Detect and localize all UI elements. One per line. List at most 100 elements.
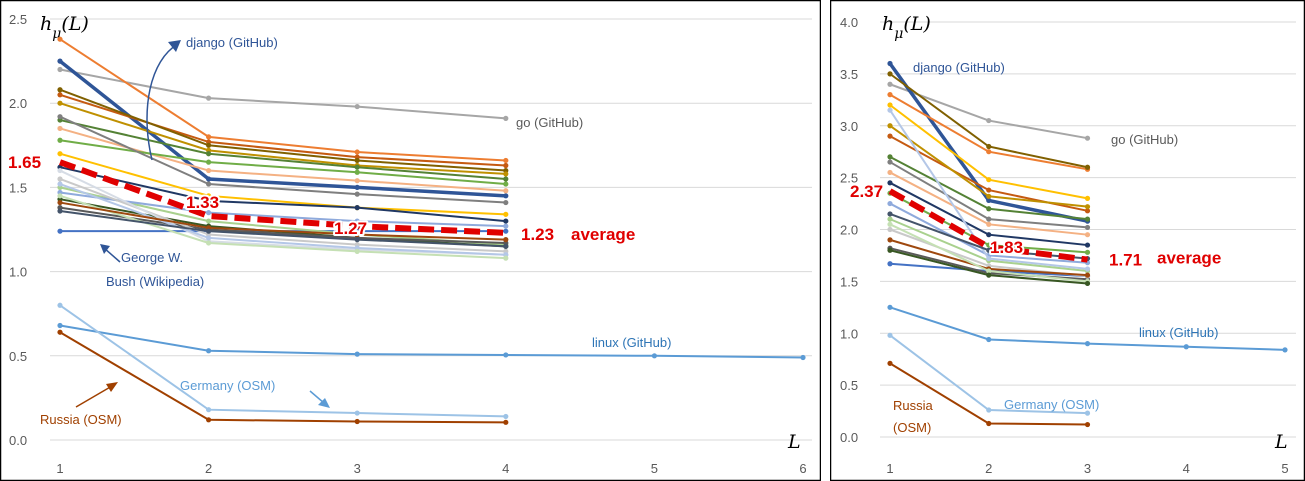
series-line: [59, 209, 506, 248]
y-tick-label: 2.5: [9, 12, 27, 27]
x-tick-label: 1: [886, 461, 893, 476]
series-point: [887, 60, 893, 67]
y-tick-label: 1.5: [9, 180, 27, 195]
series-point: [57, 199, 63, 206]
series-point: [57, 36, 63, 42]
right-chart: 0.0 0.5 1.0 1.5 2.0 2.5 3.0 3.5 4.0 1 2 3 4 5 hμ(L) L 2.…: [830, 0, 1305, 481]
series-line: [59, 183, 506, 256]
y-axis-title: hμ(L): [882, 13, 931, 42]
annotation-germany: Germany (OSM): [180, 378, 275, 393]
series-line: [59, 102, 506, 175]
series-point: [57, 58, 63, 64]
series-point: [354, 205, 360, 211]
series-point: [986, 407, 992, 413]
series-point: [57, 322, 63, 329]
series-point: [503, 218, 509, 224]
average-label-l1: 1.65: [8, 153, 41, 172]
series-point: [503, 199, 509, 206]
series-point: [887, 247, 893, 253]
annotation-linux: linux (GitHub): [592, 335, 671, 350]
x-tick-label: 4: [502, 461, 509, 476]
series-point: [57, 125, 63, 132]
series-point: [206, 159, 212, 165]
annotation-bush-line1: George W.: [121, 250, 183, 265]
series-point: [986, 187, 992, 193]
series-point: [503, 176, 509, 182]
series-point: [986, 268, 992, 274]
y-tick-label: 0.5: [840, 378, 858, 393]
y-tick-label: 1.0: [9, 265, 27, 280]
series-point: [887, 133, 893, 139]
annotation-germany: Germany (OSM): [1004, 397, 1099, 412]
series-point: [57, 181, 63, 187]
average-line: [58, 159, 506, 236]
series-point: [887, 304, 893, 310]
series-point: [986, 193, 992, 199]
series-point: [503, 243, 509, 249]
series-point: [206, 348, 212, 354]
series-point: [1084, 341, 1091, 347]
y-tick-label: 1.5: [840, 274, 858, 289]
y-tick-label: 4.0: [840, 15, 858, 30]
annotation-go: go (GitHub): [1111, 132, 1178, 147]
series-point: [354, 218, 360, 224]
series-point: [57, 302, 63, 308]
arrowhead-icon: [168, 40, 181, 52]
left-chart-panel: 0.0 0.5 1.0 1.5 2.0 2.5 1 2 3 4 5 6 hμ(L) L 1.65 1.33 1.…: [0, 0, 821, 481]
series-point: [1084, 410, 1091, 416]
series-point: [887, 261, 893, 267]
series-point: [57, 151, 63, 157]
series-point: [503, 223, 509, 229]
series-point: [57, 87, 63, 93]
series-line-go-github-: [59, 68, 506, 120]
annotation-linux: linux (GitHub): [1139, 325, 1218, 340]
arrowhead-icon: [318, 398, 330, 408]
series-line: [59, 115, 506, 204]
left-chart: 0.0 0.5 1.0 1.5 2.0 2.5 1 2 3 4 5 6 hμ(L) L 1.65 1.33 1.…: [0, 0, 821, 481]
series-point: [503, 115, 509, 121]
series-point: [57, 208, 63, 214]
series-point: [887, 102, 893, 108]
average-label-r3: 1.71: [1109, 251, 1142, 270]
right-chart-panel: 0.0 0.5 1.0 1.5 2.0 2.5 3.0 3.5 4.0 1 2 3 4 5 hμ(L) L 2.…: [830, 0, 1305, 481]
x-axis-title: L: [1274, 431, 1288, 453]
annotation-django: django (GitHub): [186, 35, 278, 50]
y-tick-label: 3.5: [840, 67, 858, 82]
series-line: [59, 194, 506, 260]
series-line: [59, 38, 506, 162]
series-point: [887, 123, 893, 129]
series-point: [354, 103, 360, 110]
series-point: [1084, 208, 1091, 214]
y-tick-label: 0.0: [9, 433, 27, 448]
series-point: [1084, 266, 1091, 272]
annotation-russia-arrow: [75, 385, 113, 408]
series-point: [206, 142, 212, 148]
average-label-l3: 1.27: [334, 219, 367, 238]
average-label-l4: 1.23: [521, 225, 554, 244]
series-point: [887, 332, 893, 338]
series-point: [887, 107, 893, 113]
y-tick-label: 0.5: [9, 349, 27, 364]
annotation-russia-line2: (OSM): [893, 420, 931, 435]
series-point: [986, 336, 992, 343]
annotation-russia: Russia (OSM): [40, 412, 122, 427]
series-line: [59, 88, 506, 172]
series-point: [503, 193, 509, 199]
series-point: [986, 221, 992, 227]
series-line: [59, 191, 506, 228]
series-point: [986, 197, 992, 204]
series-point: [206, 417, 212, 423]
annotation-go: go (GitHub): [516, 115, 583, 130]
series-point: [1084, 280, 1091, 287]
series-point: [1084, 421, 1091, 428]
annotation-bush-line2: Bush (Wikipedia): [106, 274, 204, 289]
series-point: [800, 354, 806, 361]
series-point: [57, 92, 63, 98]
series-point: [57, 228, 63, 234]
series-point: [1183, 344, 1189, 350]
x-axis-title: L: [787, 431, 801, 453]
series-point: [887, 81, 893, 87]
series-point: [986, 272, 992, 278]
series-point: [206, 176, 212, 182]
series-point: [354, 157, 360, 164]
